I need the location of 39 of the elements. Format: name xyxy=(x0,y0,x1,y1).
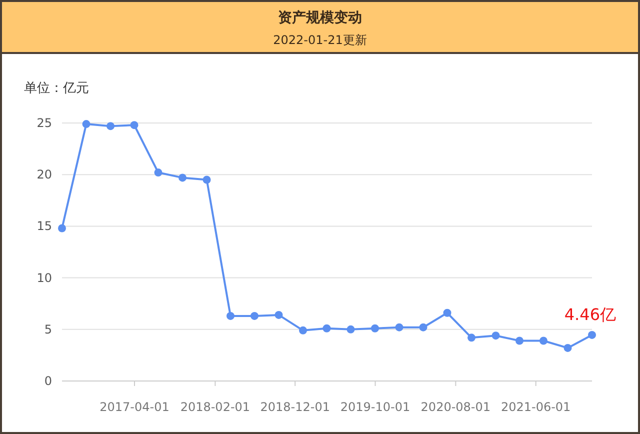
point xyxy=(564,344,572,352)
x-tick-label: 2018-02-01 xyxy=(180,400,250,414)
point xyxy=(467,334,476,342)
annotation: 4.46亿 xyxy=(564,304,616,324)
point xyxy=(588,330,596,339)
y-tick-label: 25 xyxy=(36,116,52,130)
point xyxy=(322,324,331,332)
chart-title: 资产规模变动 xyxy=(278,9,362,26)
point xyxy=(130,121,138,130)
x-tick-label: 2021-06-01 xyxy=(500,400,571,414)
point xyxy=(82,120,90,128)
y-tick-label: 15 xyxy=(36,219,52,234)
x-tick-label: 2017-04-01 xyxy=(100,400,170,414)
x-tick-label: 2018-12-01 xyxy=(260,400,330,414)
point xyxy=(395,323,404,332)
x-tick-label: 2020-08-01 xyxy=(420,400,491,414)
y-tick-label: 20 xyxy=(36,168,52,182)
point xyxy=(492,332,500,340)
point xyxy=(419,323,428,332)
point xyxy=(202,176,211,184)
y-tick-label: 10 xyxy=(36,270,52,285)
point xyxy=(443,308,452,317)
point xyxy=(250,312,258,320)
chart-subtitle: 2022-01-21更新 xyxy=(273,33,367,47)
point xyxy=(106,122,115,130)
point xyxy=(539,336,548,345)
y-axis-title: 单位：亿元 xyxy=(24,81,89,96)
y-tick-label: 5 xyxy=(44,322,52,336)
point xyxy=(178,174,186,182)
point xyxy=(370,324,379,332)
point xyxy=(226,312,234,320)
y-tick-label: 0 xyxy=(44,374,52,388)
point xyxy=(154,168,162,177)
point xyxy=(274,310,283,319)
point xyxy=(346,325,355,334)
point xyxy=(58,224,66,232)
point xyxy=(515,336,524,345)
x-tick-label: 2019-10-01 xyxy=(340,400,410,414)
point xyxy=(299,326,308,334)
